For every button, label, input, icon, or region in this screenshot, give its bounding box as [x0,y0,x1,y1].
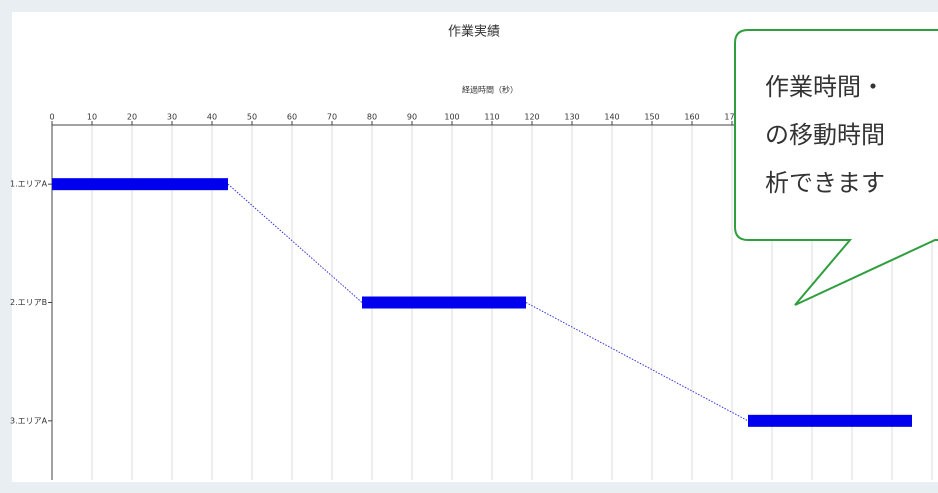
x-tick-label: 20 [127,113,137,122]
x-tick-label: 60 [287,113,297,122]
x-tick-label: 30 [167,113,177,122]
x-tick-label: 10 [87,113,97,122]
x-tick-label: 40 [207,113,217,122]
bar [362,296,526,309]
callout-text: 析できます [765,169,885,197]
plot: 0 10 20 30 40 50 60 70 80 90 100 110 120 130 140 150 160… [10,113,938,480]
x-tick-label: 90 [407,113,417,122]
x-tick-label: 150 [644,113,659,122]
x-tick-label: 120 [524,113,539,122]
x-tick-label: 110 [484,113,499,122]
y-tick-label: 1.エリアA [10,180,48,189]
callout-text: の移動時間 [765,121,885,149]
x-tick-label: 80 [367,113,377,122]
x-tick-label: 100 [444,113,459,122]
x-tick-label: 170 [724,113,739,122]
callout-bubble [734,29,938,306]
bar [748,414,912,427]
x-tick-label: 50 [247,113,257,122]
y-tick-label: 3.エリアA [10,416,48,425]
bar [52,178,228,191]
x-tick-label: 140 [604,113,619,122]
callout-text: 作業時間・ [765,73,885,101]
x-tick-label: 70 [327,113,337,122]
x-axis-label: 経過時間（秒） [462,85,518,95]
chart-title: 作業実績 [448,24,500,40]
x-tick-label: 0 [49,113,54,122]
x-tick-label: 160 [684,113,699,122]
y-tick-label: 2.エリアB [10,298,47,307]
x-tick-label: 130 [564,113,579,122]
